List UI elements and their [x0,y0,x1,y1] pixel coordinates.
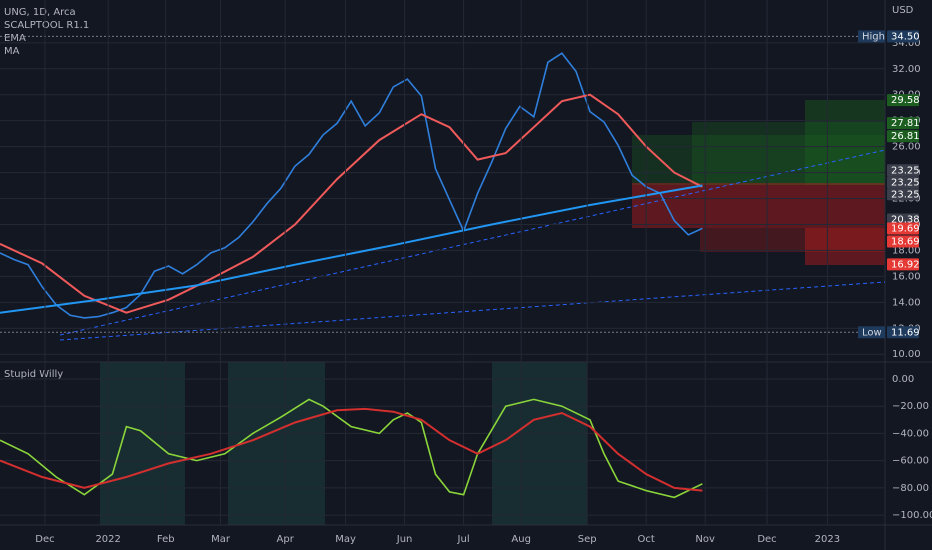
level-tag-bg [858,326,885,339]
price-label: 11.69 [891,327,920,338]
y-tick-label: −80.00 [892,483,929,494]
stop-zone [805,228,885,265]
series-line [0,184,703,314]
price-label: 27.81 [891,118,920,129]
price-label: 23.25 [891,177,920,188]
x-tick-label: Sep [578,534,597,545]
indicator-label: Stupid Willy [4,369,63,380]
x-tick-label: 2023 [815,534,840,545]
y-tick-label: 34.00 [892,38,921,49]
symbol-title: UNG, 1D, Arca [4,7,76,18]
y-tick-label: 14.00 [892,297,921,308]
signal-zone [100,362,185,525]
price-label: 26.81 [891,131,920,142]
price-label: 23.25 [891,189,920,200]
x-tick-label: 2022 [95,534,120,545]
y-tick-label: 16.00 [892,271,921,282]
x-tick-label: Feb [157,534,175,545]
price-label-bg [887,176,919,189]
price-label: 19.69 [891,223,920,234]
stop-zone [632,183,885,228]
x-tick-label: Jul [457,534,470,545]
price-label: 16.92 [891,259,920,270]
y-tick-label: 10.00 [892,349,921,360]
legend-entry: MA [4,46,20,57]
y-tick-label: −40.00 [892,428,929,439]
level-tag: High [862,31,885,42]
y-tick-label: −60.00 [892,456,929,467]
x-tick-label: Mar [211,534,231,545]
series-line [0,407,703,492]
x-tick-label: May [335,534,356,545]
series-line [0,93,703,314]
x-tick-label: Aug [511,534,531,545]
y-tick-label: 32.00 [892,64,921,75]
y-tick-label: 26.00 [892,142,921,153]
price-label-bg [887,235,919,248]
target-zone [805,100,885,185]
level-tag: Low [862,327,882,338]
x-tick-label: Oct [638,534,655,545]
series-line [0,52,703,319]
y-tick-label: 18.00 [892,245,921,256]
price-label: 29.58 [891,95,920,106]
price-label-bg [887,258,919,271]
price-label-bg [887,326,919,339]
price-label-bg [887,164,919,177]
unit-label: USD [892,5,914,16]
price-label: 34.50 [891,31,920,42]
y-tick-label: −100.00 [892,510,932,521]
price-label: 20.38 [891,215,920,226]
signal-zone [492,362,587,525]
trend-line [59,149,886,336]
x-tick-label: Dec [35,534,54,545]
target-zone [632,135,885,185]
x-tick-label: Apr [277,534,295,545]
indicator-label: SCALPTOOL R1.1 [4,20,89,31]
price-label: 18.69 [891,236,920,247]
price-label-bg [887,188,919,201]
y-tick-label: 0.00 [892,374,914,385]
price-label-bg [887,94,919,107]
price-label-bg [887,30,919,43]
legend-entry: EMA [4,33,26,44]
price-label: 23.25 [891,165,920,176]
price-label-bg [887,130,919,143]
price-label-bg [887,222,919,235]
level-tag-bg [858,30,885,43]
trend-line [59,281,886,341]
target-zone [692,122,885,185]
x-tick-label: Dec [757,534,776,545]
series-line [0,398,703,499]
price-label-bg [887,117,919,130]
x-tick-label: Nov [695,534,715,545]
y-tick-label: −20.00 [892,401,929,412]
x-tick-label: Jun [396,534,413,545]
stop-zone [700,228,885,252]
